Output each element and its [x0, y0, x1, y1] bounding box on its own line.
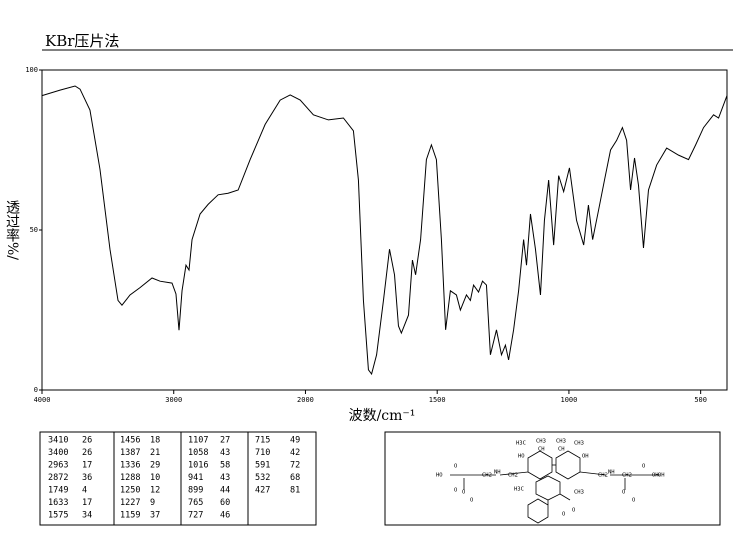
peak-transmittance: 60 — [220, 498, 230, 508]
peak-transmittance: 43 — [220, 448, 230, 458]
peak-wavenumber: 899 — [188, 486, 203, 496]
structure-label: O — [462, 490, 465, 496]
peak-wavenumber: 727 — [188, 511, 203, 521]
peak-transmittance: 27 — [220, 436, 230, 446]
peak-transmittance: 49 — [290, 436, 300, 446]
peak-transmittance: 17 — [82, 461, 92, 471]
structure-label: H3C — [516, 441, 526, 447]
peak-transmittance: 26 — [82, 448, 92, 458]
chart-title: KBr压片法 — [45, 32, 119, 50]
structure-label: CH3 — [556, 439, 566, 445]
structure-label: CH3 — [574, 490, 584, 496]
peak-wavenumber: 1227 — [120, 498, 140, 508]
x-tick-label: 500 — [694, 396, 707, 404]
x-tick-label: 4000 — [34, 396, 51, 404]
structure-label: OH — [658, 473, 665, 479]
structure-label: CH2 — [482, 473, 492, 479]
x-tick-label: 1000 — [560, 396, 577, 404]
peak-wavenumber: 1456 — [120, 436, 140, 446]
peak-wavenumber: 591 — [255, 461, 270, 471]
peak-wavenumber: 532 — [255, 473, 270, 483]
peak-wavenumber: 2872 — [48, 473, 68, 483]
peak-wavenumber: 2963 — [48, 461, 68, 471]
structure-label: NH — [608, 470, 615, 476]
peak-wavenumber: 1250 — [120, 486, 140, 496]
peak-transmittance: 4 — [82, 486, 87, 496]
structure-label: CH2 — [508, 473, 518, 479]
peak-transmittance: 10 — [150, 473, 160, 483]
structure-label: HO — [436, 473, 443, 479]
structure-label: OH — [582, 454, 589, 460]
structure-label: H3C — [514, 487, 524, 493]
peak-transmittance: 44 — [220, 486, 230, 496]
peak-wavenumber: 1058 — [188, 448, 208, 458]
x-tick-label: 2000 — [297, 396, 314, 404]
structure-label: NH — [494, 470, 501, 476]
structure-label: O — [470, 498, 473, 504]
peak-wavenumber: 3400 — [48, 448, 68, 458]
peak-wavenumber: 1016 — [188, 461, 208, 471]
structure-label: O — [622, 490, 625, 496]
peak-transmittance: 43 — [220, 473, 230, 483]
peak-wavenumber: 1336 — [120, 461, 140, 471]
y-tick-label: 100 — [25, 66, 38, 74]
structure-label: O — [454, 488, 457, 494]
structure-label: O — [632, 498, 635, 504]
peak-transmittance: 29 — [150, 461, 160, 471]
structure-label: CH — [538, 447, 545, 453]
x-axis-label: 波数/cm⁻¹ — [349, 408, 416, 424]
plot-frame — [41, 69, 728, 391]
peak-wavenumber: 3410 — [48, 436, 68, 446]
peak-transmittance: 72 — [290, 461, 300, 471]
peak-wavenumber: 715 — [255, 436, 270, 446]
peak-transmittance: 34 — [82, 511, 92, 521]
peak-transmittance: 9 — [150, 498, 155, 508]
structure-label: O — [562, 512, 565, 518]
peak-wavenumber: 1749 — [48, 486, 68, 496]
structure-label: CH — [558, 447, 565, 453]
peak-wavenumber: 1159 — [120, 511, 140, 521]
peak-transmittance: 81 — [290, 486, 300, 496]
structure-label: O — [572, 508, 575, 514]
peak-transmittance: 21 — [150, 448, 160, 458]
y-axis-label: 透过率%/ — [4, 200, 20, 260]
structure-frame — [384, 431, 721, 526]
peak-transmittance: 36 — [82, 473, 92, 483]
peak-wavenumber: 710 — [255, 448, 270, 458]
peak-wavenumber: 1633 — [48, 498, 68, 508]
peak-wavenumber: 1288 — [120, 473, 140, 483]
structure-label: CH3 — [574, 441, 584, 447]
x-tick-label: 1500 — [429, 396, 446, 404]
peak-transmittance: 46 — [220, 511, 230, 521]
peak-transmittance: 58 — [220, 461, 230, 471]
structure-bonds — [450, 450, 660, 524]
structure-label: CH2 — [622, 473, 632, 479]
peak-wavenumber: 1575 — [48, 511, 68, 521]
spectrum-line — [41, 85, 728, 376]
y-tick-label: 50 — [30, 226, 38, 234]
peak-table-frame — [39, 431, 317, 526]
peak-transmittance: 12 — [150, 486, 160, 496]
peak-transmittance: 18 — [150, 436, 160, 446]
peak-wavenumber: 941 — [188, 473, 203, 483]
peak-transmittance: 26 — [82, 436, 92, 446]
structure-label: CH3 — [536, 439, 546, 445]
peak-wavenumber: 1107 — [188, 436, 208, 446]
peak-transmittance: 37 — [150, 511, 160, 521]
structure-label: O — [454, 464, 457, 470]
peak-transmittance: 17 — [82, 498, 92, 508]
peak-wavenumber: 1387 — [120, 448, 140, 458]
y-tick-label: 0 — [34, 386, 38, 394]
structure-label: HO — [518, 454, 525, 460]
structure-label: OH — [652, 473, 659, 479]
structure-label: CH2 — [598, 473, 608, 479]
x-tick-label: 3000 — [165, 396, 182, 404]
peak-transmittance: 68 — [290, 473, 300, 483]
structure-label: O — [642, 464, 645, 470]
peak-wavenumber: 765 — [188, 498, 203, 508]
peak-wavenumber: 427 — [255, 486, 270, 496]
peak-transmittance: 42 — [290, 448, 300, 458]
